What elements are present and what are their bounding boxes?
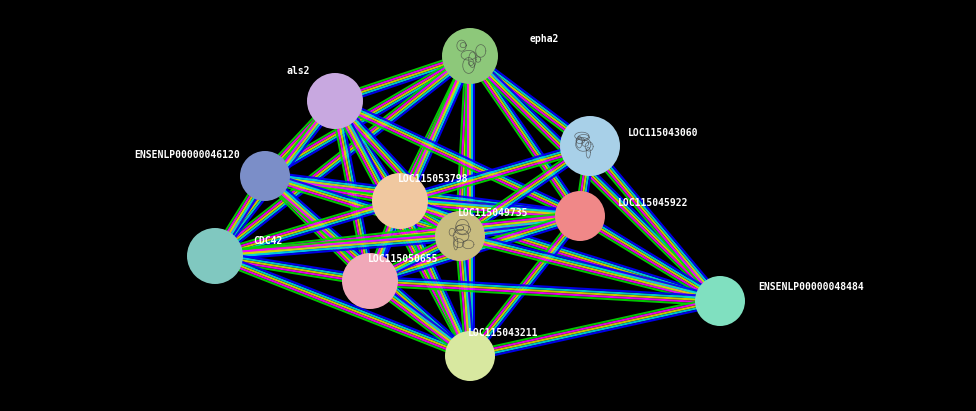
Text: LOC115043211: LOC115043211	[468, 328, 539, 338]
Text: LOC115043060: LOC115043060	[628, 128, 699, 138]
Text: epha2: epha2	[530, 34, 559, 44]
Circle shape	[240, 151, 290, 201]
Circle shape	[445, 331, 495, 381]
Text: LOC115053798: LOC115053798	[398, 174, 468, 184]
Text: LOC115045922: LOC115045922	[618, 198, 688, 208]
Text: ENSENLP00000046120: ENSENLP00000046120	[135, 150, 240, 160]
Text: CDC42: CDC42	[253, 236, 282, 246]
Circle shape	[307, 73, 363, 129]
Text: ENSENLP00000048484: ENSENLP00000048484	[758, 282, 864, 292]
Circle shape	[442, 28, 498, 84]
Text: LOC115050655: LOC115050655	[368, 254, 438, 264]
Circle shape	[555, 191, 605, 241]
Circle shape	[342, 253, 398, 309]
Circle shape	[372, 173, 428, 229]
Text: als2: als2	[287, 66, 310, 76]
Circle shape	[187, 228, 243, 284]
Circle shape	[560, 116, 620, 176]
Circle shape	[695, 276, 745, 326]
Text: LOC115049735: LOC115049735	[458, 208, 528, 218]
Circle shape	[435, 211, 485, 261]
